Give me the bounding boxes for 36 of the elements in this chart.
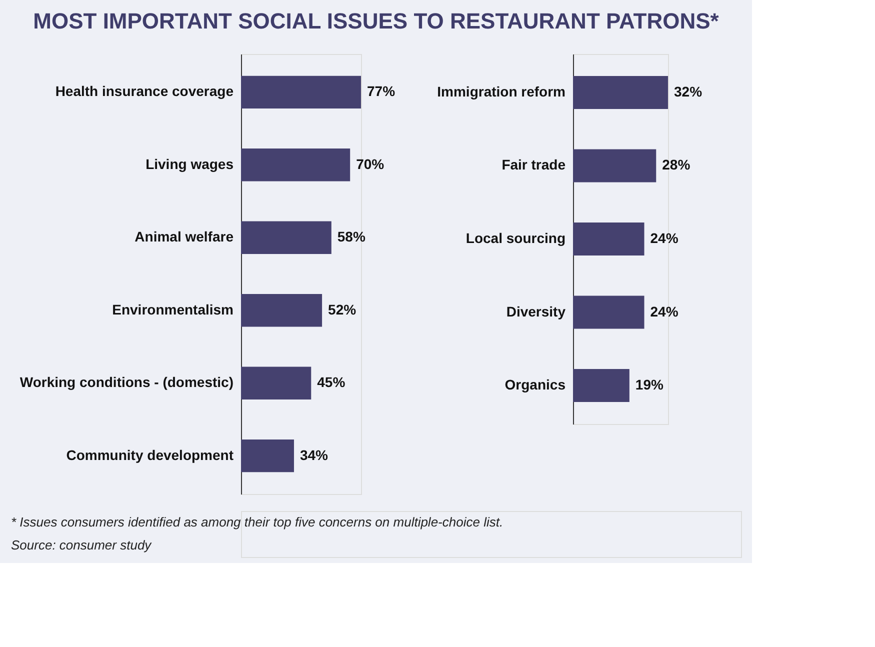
bar — [573, 149, 656, 182]
data-label: 19% — [635, 376, 664, 393]
y-tick-label: Health insurance coverage — [55, 83, 234, 100]
y-tick-label: Fair trade — [502, 156, 566, 173]
bar — [573, 296, 644, 329]
y-tick-label: Community development — [66, 446, 234, 463]
data-label: 58% — [337, 228, 366, 245]
bar — [241, 221, 332, 254]
bar — [241, 148, 350, 182]
data-label: 32% — [674, 83, 703, 100]
data-label: 24% — [650, 230, 679, 246]
bar — [241, 366, 312, 400]
y-tick-label: Animal welfare — [134, 228, 234, 245]
bar — [241, 294, 322, 327]
bar — [241, 439, 294, 472]
y-tick-label: Living wages — [146, 156, 234, 172]
y-tick-label: Immigration reform — [437, 83, 566, 100]
y-tick-label: Local sourcing — [466, 230, 566, 246]
data-label: 34% — [300, 446, 329, 463]
y-tick-label: Organics — [504, 376, 566, 393]
y-tick-label: Diversity — [506, 303, 566, 320]
bar — [573, 76, 668, 109]
source-note: Source: consumer study — [11, 538, 153, 552]
data-label: 77% — [367, 83, 396, 100]
data-label: 70% — [356, 156, 385, 172]
y-tick-label: Working conditions - (domestic) — [20, 374, 234, 390]
data-label: 45% — [317, 374, 346, 390]
data-label: 52% — [328, 301, 357, 318]
y-tick-label: Environmentalism — [112, 301, 234, 318]
bar — [573, 222, 644, 256]
data-label: 24% — [650, 303, 679, 320]
text: * Issues consumers identified as among their top five concerns on multiple-choice list. — [11, 514, 504, 530]
data-label: 28% — [662, 156, 691, 173]
bar — [241, 76, 361, 109]
chart-title: MOST IMPORTANT SOCIAL ISSUES TO RESTAURANT PATRONS* — [33, 8, 720, 34]
bar — [573, 369, 630, 402]
